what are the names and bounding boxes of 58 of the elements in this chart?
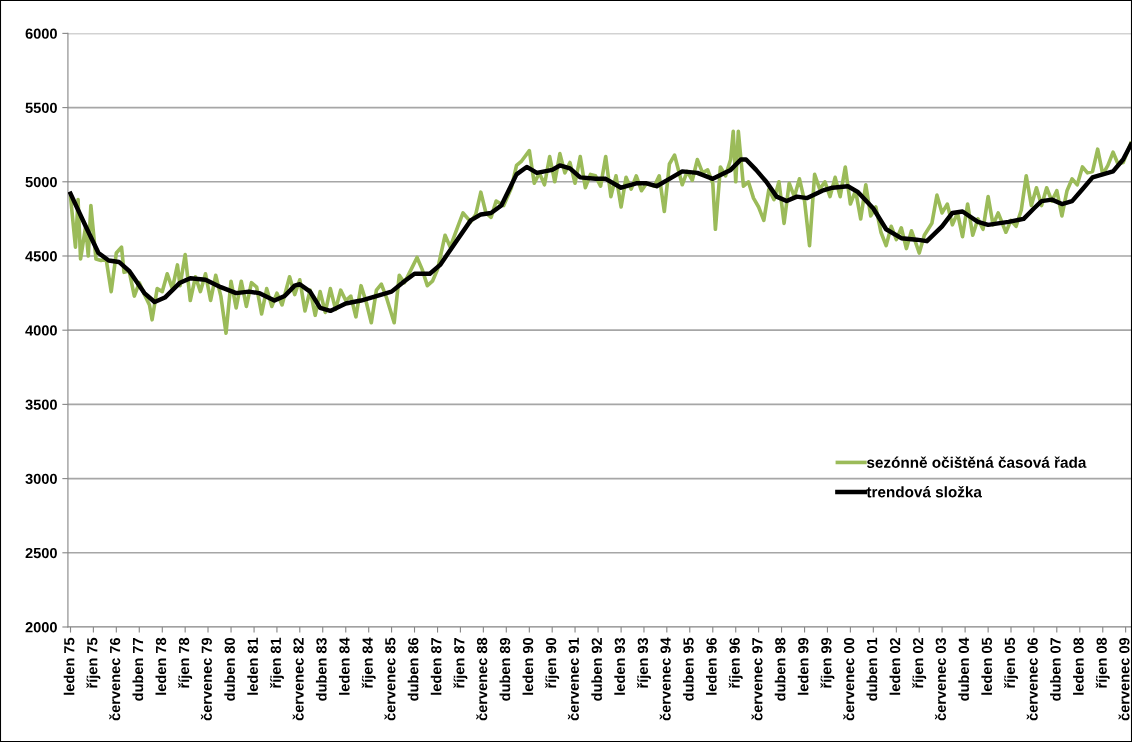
x-tick-label: červenec 91 bbox=[567, 637, 579, 721]
y-tick-label: 3500 bbox=[25, 399, 57, 410]
x-tick-label: duben 04 bbox=[958, 637, 970, 701]
x-tick-label: leden 05 bbox=[981, 637, 993, 695]
x-tick-label: leden 90 bbox=[522, 638, 534, 695]
x-tick-label: říjen 99 bbox=[820, 637, 835, 689]
y-tick-label: 4500 bbox=[25, 251, 57, 262]
x-tick-label: říjen 02 bbox=[912, 637, 927, 689]
x-tick-label: říjen 81 bbox=[269, 637, 284, 689]
y-tick-label: 4000 bbox=[25, 325, 57, 336]
x-tick-label: duben 07 bbox=[1050, 638, 1061, 701]
x-tick-label: červenec 88 bbox=[476, 637, 488, 721]
x-tick-label: říjen 96 bbox=[728, 637, 743, 689]
x-tick-label: leden 84 bbox=[338, 637, 350, 695]
x-tick-label: leden 87 bbox=[430, 638, 442, 695]
x-tick-label: leden 02 bbox=[889, 637, 901, 695]
x-tick-label: říjen 93 bbox=[637, 637, 651, 689]
x-tick-label: říjen 87 bbox=[453, 638, 468, 689]
x-tick-label: červenec 00 bbox=[843, 638, 855, 721]
x-tick-label: červenec 82 bbox=[292, 637, 304, 721]
y-tick-label: 2500 bbox=[25, 547, 57, 559]
x-tick-label: duben 77 bbox=[132, 638, 144, 701]
y-tick-label: 5000 bbox=[25, 176, 57, 188]
y-tick-label: 2000 bbox=[25, 622, 57, 633]
x-tick-label: leden 81 bbox=[247, 637, 258, 695]
legend-label: trendová složka bbox=[866, 485, 982, 498]
x-tick-label: duben 01 bbox=[866, 637, 878, 701]
x-tick-label: duben 83 bbox=[315, 637, 327, 701]
x-tick-label: duben 80 bbox=[224, 638, 235, 701]
x-tick-label: leden 78 bbox=[155, 637, 167, 695]
x-tick-label: leden 93 bbox=[614, 637, 626, 695]
x-tick-label: duben 89 bbox=[499, 637, 511, 701]
x-tick-label: leden 96 bbox=[706, 637, 717, 695]
x-tick-label: říjen 08 bbox=[1095, 637, 1110, 689]
y-tick-label: 3000 bbox=[25, 473, 57, 485]
x-tick-label: červenec 76 bbox=[109, 637, 121, 721]
x-tick-label: červenec 85 bbox=[384, 637, 396, 721]
x-tick-label: duben 86 bbox=[407, 637, 419, 701]
x-tick-label: červenec 06 bbox=[1026, 637, 1038, 721]
x-tick-label: duben 92 bbox=[591, 637, 602, 701]
legend-label: sezónně očištěná časová řada bbox=[866, 456, 1087, 468]
x-tick-label: říjen 78 bbox=[178, 637, 193, 689]
x-tick-label: leden 75 bbox=[63, 637, 75, 695]
x-tick-label: leden 08 bbox=[1073, 637, 1084, 695]
x-tick-label: červenec 97 bbox=[751, 638, 763, 721]
x-tick-label: říjen 05 bbox=[1004, 637, 1018, 689]
x-tick-label: duben 95 bbox=[682, 637, 694, 701]
y-tick-label: 5500 bbox=[25, 102, 57, 114]
x-tick-label: říjen 84 bbox=[361, 637, 376, 689]
x-tick-label: červenec 94 bbox=[659, 637, 671, 721]
x-tick-label: leden 99 bbox=[797, 637, 809, 695]
x-tick-label: říjen 90 bbox=[545, 638, 560, 689]
x-tick-label: červenec 03 bbox=[934, 637, 947, 721]
y-tick-label: 6000 bbox=[25, 28, 57, 39]
x-tick-label: červenec 79 bbox=[200, 637, 212, 721]
x-tick-label: červenec 09 bbox=[1118, 637, 1130, 721]
x-tick-label: duben 98 bbox=[774, 637, 786, 701]
x-tick-label: říjen 75 bbox=[86, 637, 101, 689]
